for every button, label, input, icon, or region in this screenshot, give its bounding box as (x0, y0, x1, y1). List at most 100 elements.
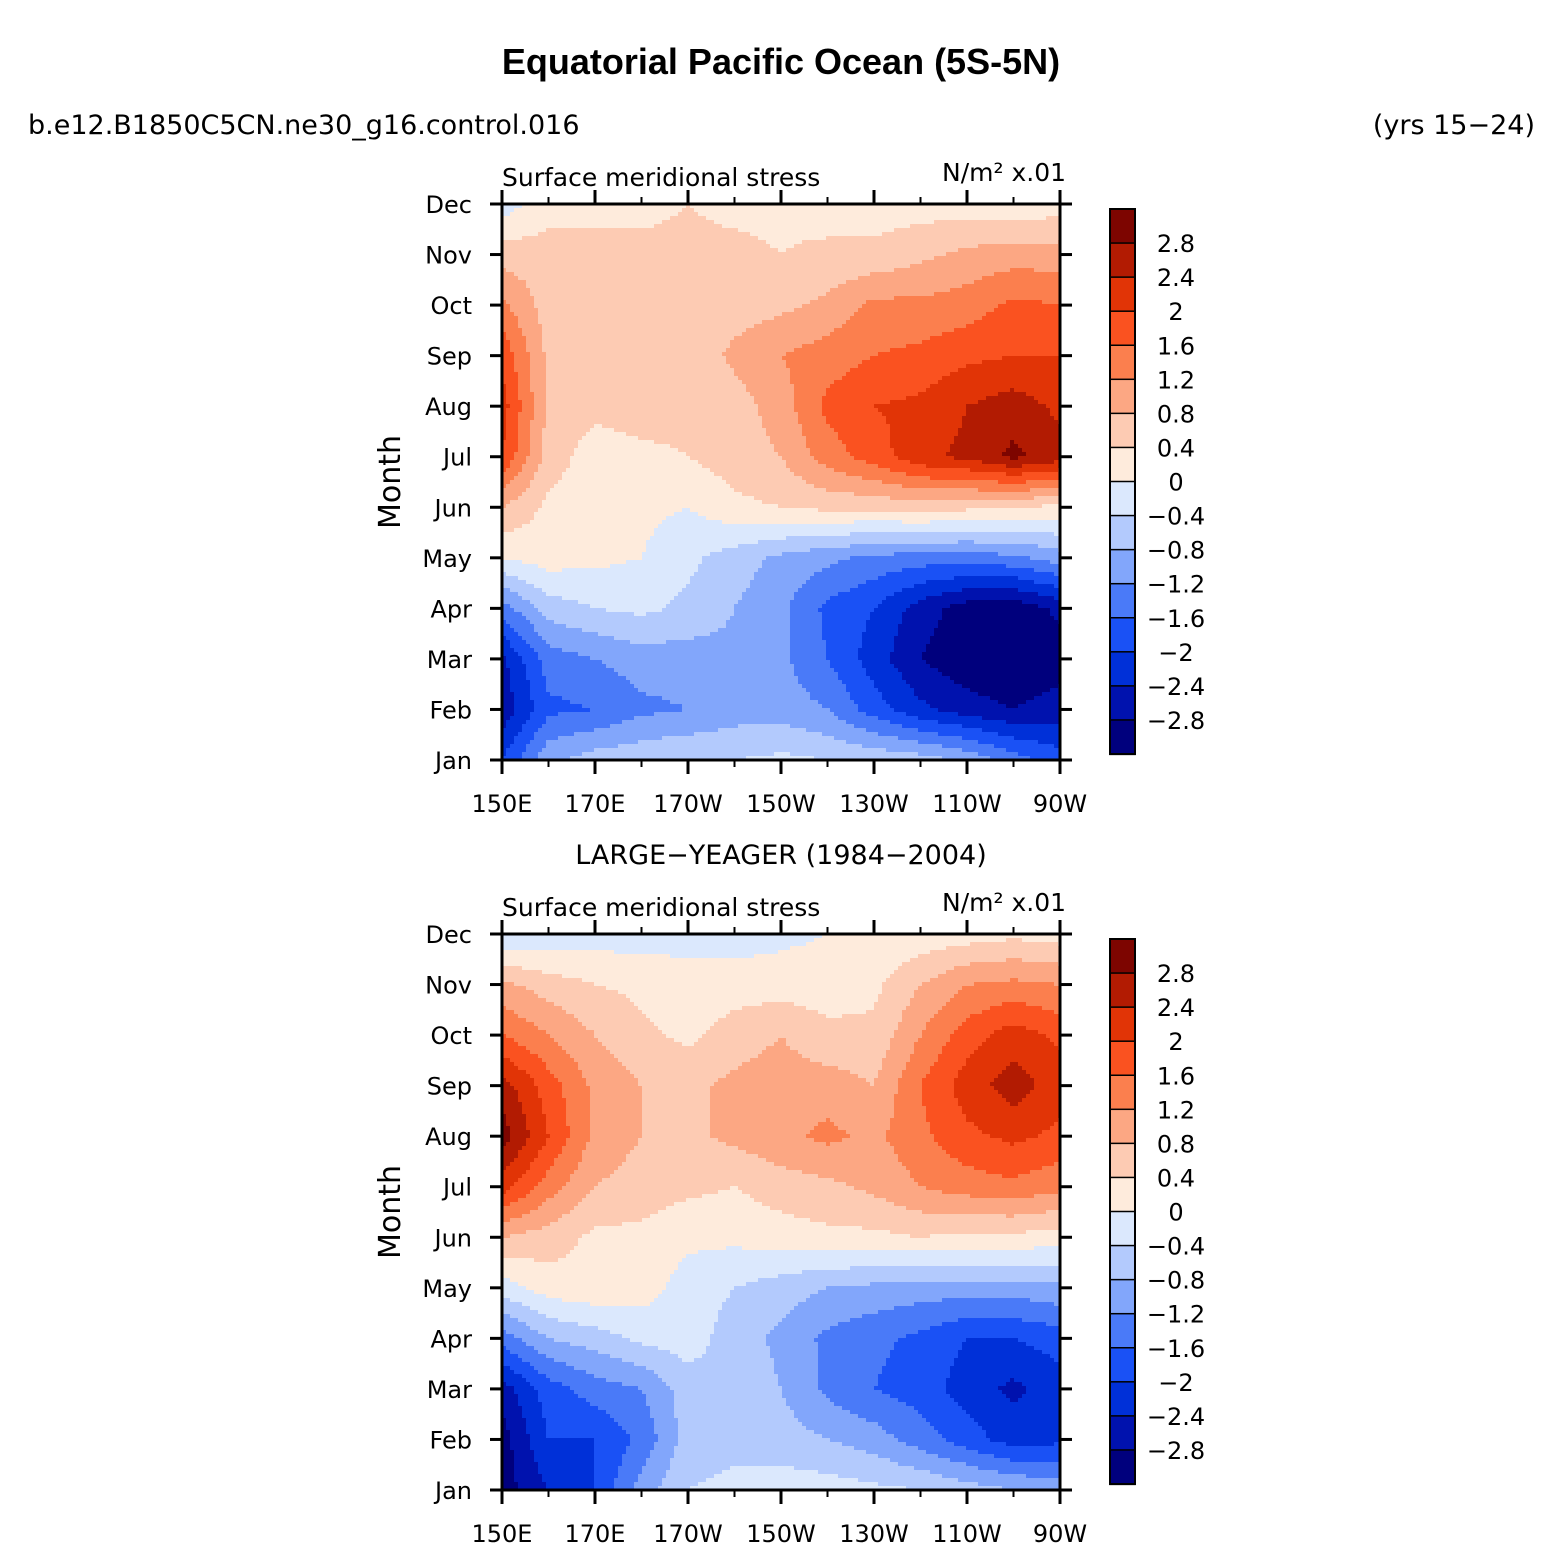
contour-cell (1022, 464, 1061, 469)
contour-cell (882, 1370, 951, 1375)
contour-cell (826, 1394, 891, 1399)
contour-cell (902, 962, 971, 967)
contour-cell (534, 1258, 559, 1263)
contour-cell (930, 1470, 999, 1475)
contour-cell (502, 994, 539, 999)
contour-cell (534, 400, 547, 405)
contour-cell (502, 974, 563, 979)
contour-cell (798, 1050, 887, 1055)
contour-cell (974, 1418, 1061, 1423)
contour-cell (942, 592, 1039, 597)
contour-cell (502, 508, 539, 513)
contour-cell (518, 276, 859, 281)
contour-cell (926, 1074, 959, 1079)
contour-cell (966, 1118, 1059, 1123)
contour-cell (926, 1026, 959, 1031)
contour-cell (506, 420, 519, 425)
contour-cell (850, 316, 983, 321)
contour-cell (538, 1398, 587, 1403)
contour-cell (550, 1222, 623, 1227)
contour-cell (578, 1322, 715, 1327)
contour-cell (502, 572, 507, 577)
contour-cell (894, 1342, 963, 1347)
contour-cell (506, 504, 543, 509)
contour-cell (502, 1246, 575, 1251)
contour-cell (538, 632, 599, 637)
contour-cell (502, 244, 771, 249)
contour-cell (502, 1034, 507, 1039)
contour-cell (530, 600, 579, 605)
contour-cell (826, 388, 927, 393)
contour-cell (554, 1162, 579, 1167)
colorbar-box (1109, 344, 1136, 381)
contour-cell (950, 1034, 991, 1039)
contour-cell (534, 304, 803, 309)
contour-cell (522, 492, 547, 497)
contour-cell (526, 1322, 579, 1327)
contour-cell (1042, 1130, 1061, 1135)
contour-cell (734, 604, 791, 609)
contour-cell (818, 1378, 879, 1383)
contour-cell (538, 756, 571, 761)
contour-cell (642, 1390, 675, 1395)
contour-cell (918, 392, 999, 397)
contour-cell (570, 460, 699, 465)
contour-cell (502, 1294, 547, 1299)
contour-cell (538, 994, 627, 999)
contour-cell (534, 1082, 563, 1087)
contour-cell (506, 484, 531, 489)
contour-cell (1034, 268, 1061, 273)
contour-cell (622, 1358, 683, 1363)
contour-cell (902, 612, 943, 617)
contour-cell (502, 1410, 523, 1415)
contour-cell (502, 1406, 523, 1411)
contour-cell (1022, 1318, 1061, 1323)
contour-cell (1026, 1138, 1061, 1143)
contour-cell (594, 1462, 623, 1467)
contour-cell (878, 1310, 1061, 1315)
contour-cell (810, 1058, 883, 1063)
contour-cell (622, 1062, 743, 1067)
contour-cell (786, 1402, 835, 1407)
contour-cell (818, 1350, 891, 1355)
contour-cell (770, 1330, 823, 1335)
contour-cell (502, 1390, 515, 1395)
contour-cell (502, 220, 663, 225)
contour-cell (502, 456, 515, 461)
contour-cell (1018, 456, 1061, 461)
contour-cell (762, 500, 1061, 505)
contour-cell (902, 672, 943, 677)
contour-cell (542, 452, 575, 457)
contour-cell (582, 436, 639, 441)
longitude-tick-label: 150W (746, 790, 816, 818)
contour-cell (710, 1122, 819, 1127)
contour-cell (502, 1382, 507, 1387)
contour-cell (1014, 1142, 1061, 1147)
contour-cell (502, 416, 507, 421)
contour-cell (546, 1374, 595, 1379)
contour-cell (874, 1078, 899, 1083)
contour-cell (942, 756, 991, 761)
contour-cell (614, 668, 795, 673)
contour-cell (818, 700, 855, 705)
contour-cell (546, 372, 735, 377)
contour-cell (526, 676, 547, 681)
contour-cell (918, 1446, 967, 1451)
contour-cell (502, 492, 523, 497)
contour-cell (502, 978, 583, 983)
contour-cell (538, 1150, 563, 1155)
contour-cell (846, 740, 919, 745)
contour-cell (646, 1394, 675, 1399)
contour-cell (698, 1482, 879, 1487)
contour-cell (818, 460, 867, 465)
longitude-tick-label: 150E (472, 790, 533, 818)
contour-cell (754, 954, 919, 959)
contour-cell (502, 1310, 539, 1315)
contour-cell (906, 472, 1007, 477)
contour-cell (538, 1466, 595, 1471)
contour-cell (790, 372, 847, 377)
contour-cell (654, 1430, 679, 1435)
contour-cell (958, 990, 1061, 995)
contour-cell (878, 464, 927, 469)
contour-cell (826, 640, 863, 645)
